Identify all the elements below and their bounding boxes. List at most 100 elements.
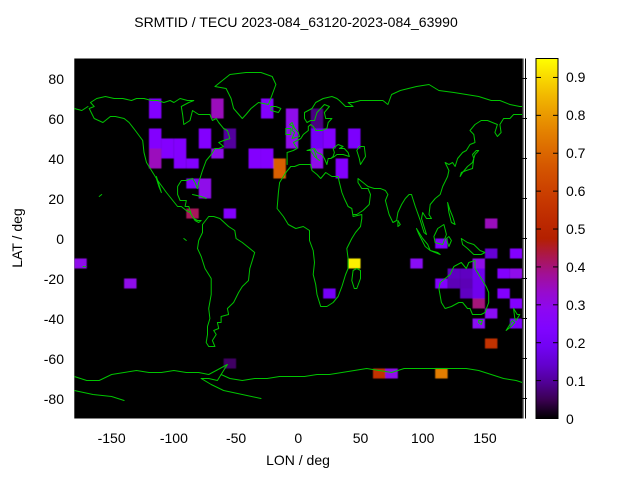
heatmap-cell: [472, 318, 485, 329]
heatmap-cell: [186, 208, 199, 219]
heatmap-cell: [161, 138, 174, 159]
coastline: [285, 128, 292, 135]
coastline: [214, 72, 277, 119]
coastline: [445, 236, 452, 247]
y-tick-label: -20: [43, 270, 64, 287]
heatmap-cell: [447, 268, 461, 279]
heatmap-cell: [223, 208, 237, 219]
x-tick-label: -150: [97, 430, 126, 446]
coastline: [200, 378, 262, 399]
heatmap-cell: [460, 268, 473, 279]
coastline: [276, 164, 363, 307]
colorbar-tick-label: 0.5: [566, 221, 586, 238]
heatmap-cell: [484, 308, 498, 319]
heatmap-cell: [310, 108, 324, 129]
coastline: [351, 268, 361, 289]
coastline: [183, 238, 187, 241]
heatmap-cell: [509, 318, 523, 329]
heatmap-cell: [372, 368, 386, 379]
y-tick-label: -80: [43, 390, 64, 407]
heatmap-cell: [435, 368, 448, 379]
y-tick-label: 0: [56, 230, 64, 247]
y-tick-label: -40: [43, 310, 64, 327]
coastline: [513, 308, 521, 321]
coastlines-layer: [74, 72, 523, 401]
heatmap-cell: [335, 158, 349, 179]
coastline: [352, 114, 523, 235]
heatmap-cell: [509, 248, 523, 259]
colorbar-tick-label: 0.7: [566, 145, 586, 162]
heatmap-cell: [509, 298, 523, 309]
heatmap-cell: [472, 258, 485, 269]
heatmap-cell: [148, 148, 162, 169]
coastline: [438, 260, 490, 315]
coastline: [74, 364, 523, 383]
y-tick-label: 20: [48, 190, 64, 207]
coastline: [155, 176, 162, 193]
heatmap-cell: [148, 98, 162, 119]
colorbar-ticks: [536, 76, 558, 419]
heatmap-cell: [173, 158, 187, 169]
coastline: [192, 194, 207, 199]
coastline: [478, 320, 483, 325]
heatmap-cell: [273, 158, 286, 179]
x-tick-label: 100: [411, 430, 435, 446]
colorbar-tick-label: 0.9: [566, 69, 586, 86]
heatmap-cell: [285, 108, 299, 129]
colorbar-tick-label: 0.2: [566, 334, 586, 351]
heatmap-cell: [472, 288, 485, 299]
x-tick-label: 0: [294, 430, 303, 446]
heatmap-cell: [484, 248, 498, 259]
x-tick-label: -100: [159, 430, 188, 446]
coastline: [460, 238, 486, 255]
coastline: [270, 106, 282, 113]
coastline: [314, 144, 350, 165]
heatmap-cell: [173, 138, 187, 159]
heatmap-cell: [472, 268, 485, 279]
heatmap-cell: [447, 278, 461, 289]
coastline: [197, 216, 256, 347]
coastline: [459, 150, 480, 177]
heatmap-cell: [509, 268, 523, 279]
plot-border: [521, 58, 527, 419]
coastline: [200, 374, 222, 381]
heatmap-cell: [186, 158, 199, 169]
heatmap-cell: [223, 358, 237, 369]
coastline: [74, 390, 125, 401]
colorbar-tick-label: 0: [566, 410, 574, 427]
heatmap-cell: [410, 258, 423, 269]
heatmap-cell: [497, 268, 510, 279]
heatmap-cell: [198, 128, 212, 149]
heatmap-cell: [348, 128, 361, 149]
x-tick-label: -50: [225, 430, 247, 446]
coastline: [289, 122, 300, 139]
heatmap-cell: [435, 238, 448, 249]
y-tick-label: 40: [48, 150, 64, 167]
heatmap-cell: [460, 288, 473, 299]
heatmap-cell: [310, 128, 324, 149]
heatmap-cell: [260, 98, 274, 119]
x-axis-label: LON / deg: [266, 452, 330, 468]
heatmap-cell: [248, 148, 261, 169]
x-tick-label: 150: [473, 430, 497, 446]
heatmap-cell: [472, 278, 485, 289]
heatmap-cell: [484, 218, 498, 229]
coastline: [306, 148, 320, 161]
x-tick-label: 50: [352, 430, 369, 446]
y-tick-label: 80: [48, 70, 64, 87]
coastline: [429, 250, 441, 255]
heatmap-cell: [385, 368, 398, 379]
heatmap-cell: [497, 288, 510, 299]
heatmap-cell: [472, 298, 485, 309]
coastline: [433, 224, 447, 245]
heatmap-cell: [435, 278, 448, 289]
colorbar-tick-label: 0.6: [566, 183, 586, 200]
coastline: [505, 320, 516, 331]
chart-title: SRMTID / TECU 2023-084_63120-2023-084_63…: [134, 14, 458, 30]
heatmap-cell: [484, 338, 498, 349]
heatmap-cell: [211, 148, 224, 159]
heatmap-cell: [198, 178, 212, 199]
y-tick-label: 60: [48, 110, 64, 127]
heatmap-cell: [148, 128, 162, 149]
